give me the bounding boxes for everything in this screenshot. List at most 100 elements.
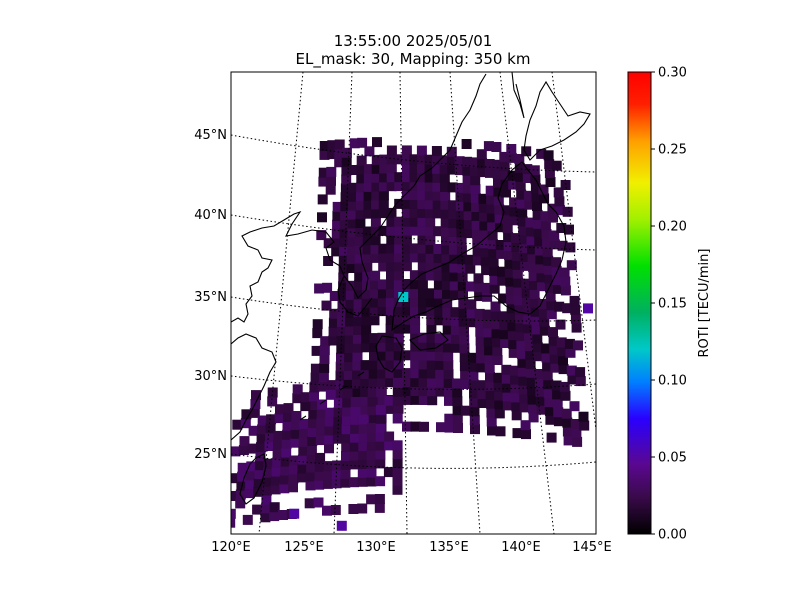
roti-cell (332, 460, 343, 471)
roti-cell (466, 299, 477, 310)
roti-cell (534, 245, 545, 256)
colorbar-gradient (627, 71, 652, 535)
roti-cell (345, 316, 356, 327)
roti-cell (385, 359, 396, 370)
roti-cell (386, 225, 397, 236)
roti-cell (425, 261, 436, 272)
roti-cell (425, 217, 436, 227)
roti-cell (473, 282, 484, 293)
roti-cell (370, 252, 381, 263)
roti-cell (356, 155, 367, 166)
roti-cell (348, 191, 359, 202)
roti-cell (278, 510, 288, 520)
roti-cell (353, 307, 364, 318)
graticule (231, 72, 596, 534)
roti-cell (514, 295, 525, 306)
roti-cell (457, 280, 468, 291)
roti-cell (533, 351, 544, 362)
roti-cell (358, 441, 369, 452)
roti-cell (572, 436, 583, 447)
lat-tick-35: 35°N (194, 290, 227, 305)
roti-cell (448, 218, 459, 229)
roti-cell (280, 456, 291, 467)
roti-cell (410, 421, 421, 432)
roti-cell (366, 476, 377, 487)
roti-cell (339, 227, 350, 238)
roti-cell (483, 336, 494, 347)
roti-cell (526, 367, 537, 378)
roti-cell (364, 164, 375, 175)
roti-cell (562, 206, 573, 217)
roti-cell (418, 386, 429, 397)
roti-cell (239, 436, 250, 447)
roti-cell (432, 199, 443, 210)
roti-cell (332, 219, 343, 230)
roti-cell (501, 373, 512, 384)
roti-cell (494, 408, 505, 419)
roti-cell (441, 280, 452, 290)
roti-cell (548, 212, 558, 223)
roti-cell (289, 455, 300, 466)
roti-cell (501, 364, 512, 375)
roti-cell (486, 416, 497, 427)
roti-cell (558, 355, 568, 366)
roti-cell (552, 389, 563, 400)
roti-cell (308, 409, 319, 420)
roti-cell (379, 163, 390, 174)
roti-cell (361, 315, 372, 326)
meridian-125 (258, 72, 304, 534)
roti-cell (518, 384, 529, 395)
roti-cell (314, 461, 325, 472)
roti-cell (425, 199, 435, 210)
roti-cell (371, 154, 382, 165)
roti-cell (442, 324, 453, 335)
roti-cell (360, 378, 371, 388)
roti-cell (300, 401, 311, 412)
roti-cell (376, 377, 387, 388)
roti-cell (560, 285, 571, 296)
roti-cell (401, 305, 412, 316)
roti-cell (491, 328, 502, 339)
roti-cell (392, 413, 403, 424)
roti-cell (538, 184, 549, 195)
roti-cell (280, 465, 291, 476)
roti-cell (544, 159, 555, 170)
roti-cell (290, 437, 301, 448)
roti-cell (319, 149, 330, 160)
roti-cell (549, 230, 560, 241)
roti-cell (501, 205, 512, 216)
roti-cell (440, 226, 451, 237)
roti-cell (378, 279, 388, 290)
roti-cell (451, 333, 461, 344)
roti-cell (528, 271, 539, 281)
roti-cell (436, 422, 446, 433)
roti-cell (401, 172, 412, 183)
roti-cell (353, 298, 364, 309)
roti-cell (367, 405, 378, 416)
roti-cell (448, 235, 459, 246)
roti-cell (316, 417, 327, 428)
roti-cell (330, 505, 341, 515)
lon-tick-145: 145°E (572, 540, 612, 555)
roti-cell (477, 158, 488, 169)
roti-cell (542, 370, 553, 381)
roti-cell (325, 407, 336, 418)
roti-cell (306, 453, 317, 464)
roti-cell (534, 377, 545, 388)
lon-tick-130: 130°E (356, 540, 396, 555)
roti-cell (434, 351, 445, 361)
roti-cell (531, 324, 542, 335)
roti-cell (410, 323, 421, 334)
roti-cell (361, 288, 372, 299)
roti-cell (575, 376, 586, 387)
roti-cell (385, 377, 396, 388)
roti-cell (369, 350, 379, 361)
roti-cell (394, 234, 405, 245)
meridian-150 (551, 72, 596, 431)
roti-cell (352, 369, 363, 380)
roti-cell (486, 212, 497, 223)
roti-cell (440, 182, 450, 192)
roti-cell (531, 315, 542, 326)
roti-cell (347, 209, 358, 220)
roti-cell (524, 199, 535, 210)
